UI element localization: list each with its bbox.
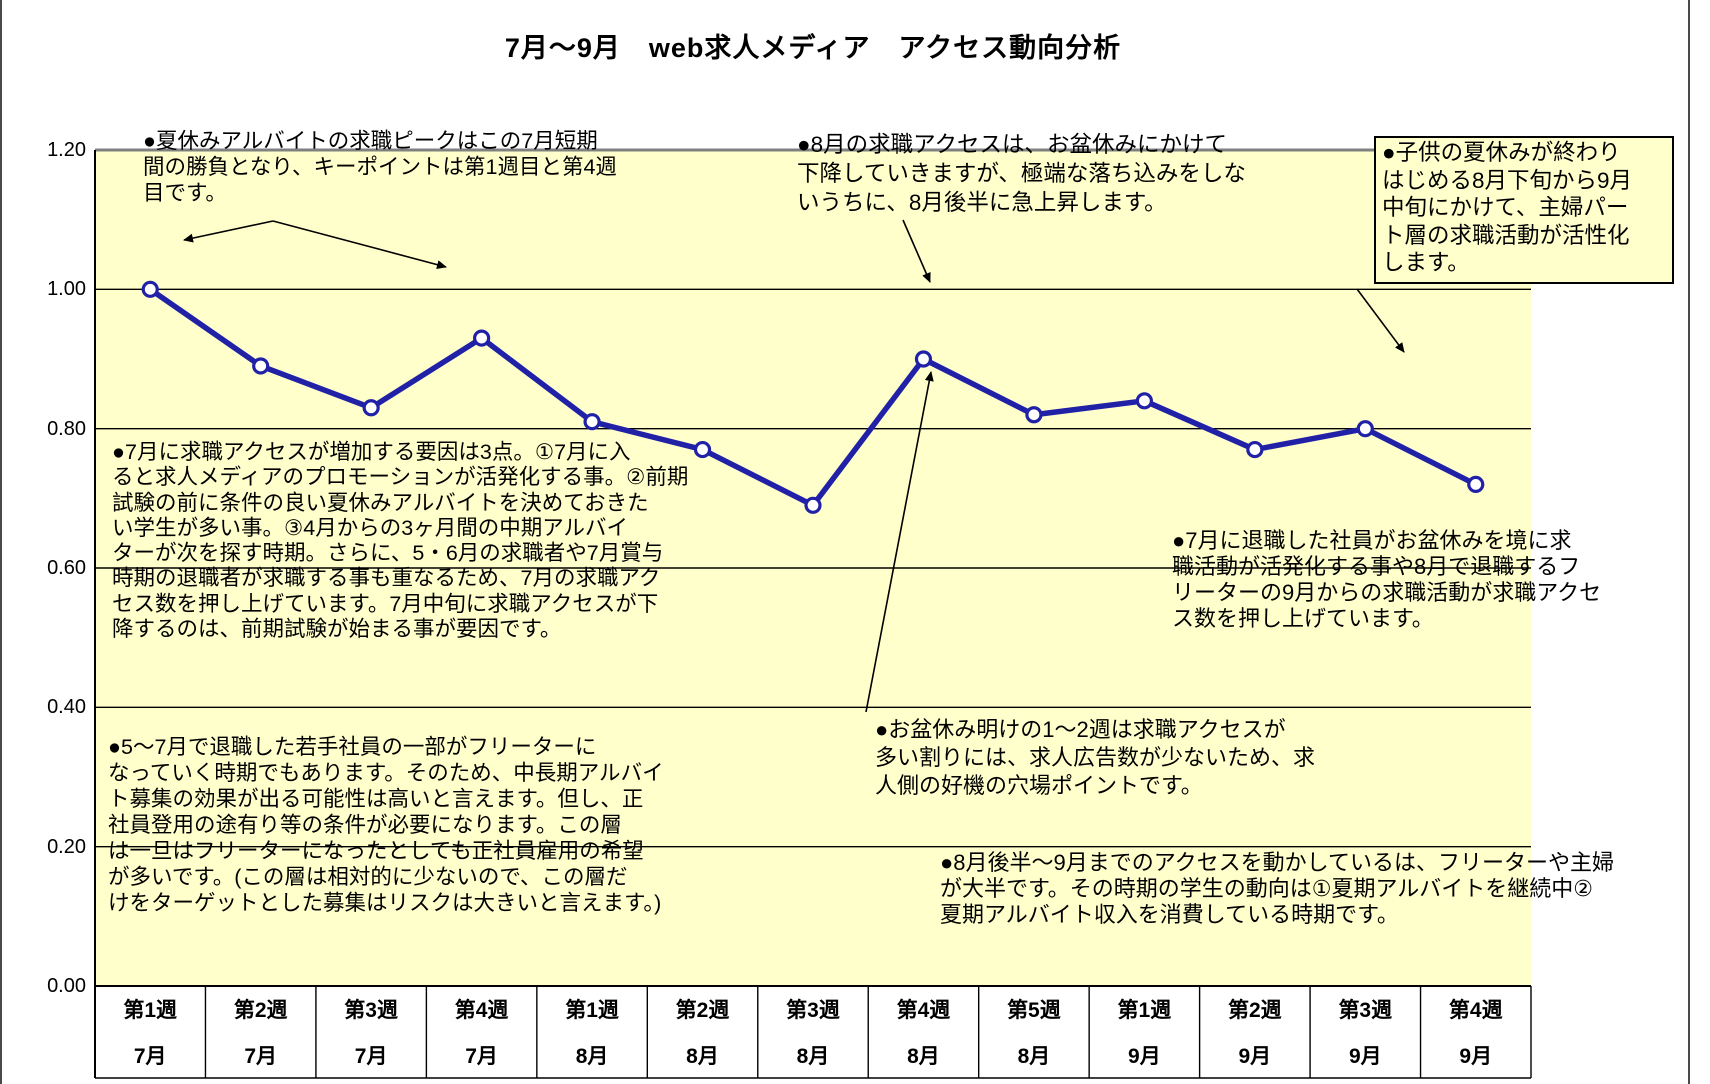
y-tick-label: 0.80 <box>47 417 86 440</box>
x-month-label: 9月 <box>1348 1045 1382 1068</box>
x-week-label: 第3週 <box>1338 999 1393 1022</box>
x-week-label: 第4週 <box>896 999 951 1022</box>
x-week-label: 第1週 <box>123 999 178 1022</box>
x-week-label: 第3週 <box>344 999 398 1022</box>
x-week-label: 第4週 <box>454 999 509 1022</box>
x-month-label: 9月 <box>1238 1045 1272 1068</box>
y-tick-label: 0.40 <box>47 696 86 719</box>
x-month-label: 9月 <box>1459 1045 1493 1068</box>
x-week-label: 第2週 <box>675 999 730 1022</box>
annotation-post-obon-opportunity: ●お盆休み明けの1～2週は求職アクセスが 多い割りには、求人広告数が少ないため、… <box>875 717 1316 798</box>
annotation-housewife-activity: ●子供の夏休みが終わり はじめる8月下旬から9月 中旬にかけて、主婦パー ト層の… <box>1382 139 1662 277</box>
x-month-label: 7月 <box>354 1045 388 1068</box>
annotation-july-resignees: ●7月に退職した社員がお盆休みを境に求 職活動が活発化する事や8月で退職するフ … <box>1172 528 1602 631</box>
annotation-freeter-transition: ●5～7月で退職した若手社員の一部がフリーターに なっていく時期でもあります。そ… <box>108 735 664 915</box>
x-month-label: 8月 <box>1017 1045 1051 1068</box>
x-week-label: 第2週 <box>233 999 288 1022</box>
x-month-label: 8月 <box>575 1045 609 1068</box>
x-week-label: 第3週 <box>786 999 840 1022</box>
window-border-right <box>1688 0 1690 1084</box>
x-week-label: 第5週 <box>1007 999 1061 1022</box>
y-tick-label: 0.00 <box>47 975 86 997</box>
x-month-label: 7月 <box>244 1045 278 1068</box>
chart-title: 7月～9月 web求人メディア アクセス動向分析 <box>504 33 1122 63</box>
x-month-label: 9月 <box>1128 1045 1161 1068</box>
window-border-left <box>0 0 2 1084</box>
x-month-label: 8月 <box>686 1045 719 1068</box>
annotation-late-summer-drivers: ●8月後半～9月までのアクセスを動かしているは、フリーターや主婦 が大半です。そ… <box>940 850 1615 927</box>
x-week-label: 第1週 <box>565 999 619 1022</box>
annotation-july-peak: ●夏休みアルバイトの求職ピークはこの7月短期 間の勝負となり、キーポイントは第1… <box>143 129 617 205</box>
y-tick-label: 1.00 <box>47 278 86 301</box>
x-month-label: 7月 <box>465 1045 498 1068</box>
y-tick-label: 1.20 <box>47 139 86 161</box>
x-week-label: 第4週 <box>1448 999 1503 1022</box>
y-tick-label: 0.60 <box>47 557 86 579</box>
annotation-august-drop-rise: ●8月の求職アクセスは、お盆休みにかけて 下降していきますが、極端な落ち込みをし… <box>797 132 1246 215</box>
x-week-label: 第2週 <box>1227 999 1282 1022</box>
y-tick-label: 0.20 <box>47 835 86 858</box>
x-week-label: 第1週 <box>1117 999 1172 1022</box>
x-month-label: 8月 <box>796 1045 830 1068</box>
x-month-label: 8月 <box>907 1045 940 1068</box>
x-month-label: 7月 <box>133 1045 167 1068</box>
annotation-july-increase-factors: ●7月に求職アクセスが増加する要因は3点。①7月に入 ると求人メディアのプロモー… <box>112 440 689 642</box>
